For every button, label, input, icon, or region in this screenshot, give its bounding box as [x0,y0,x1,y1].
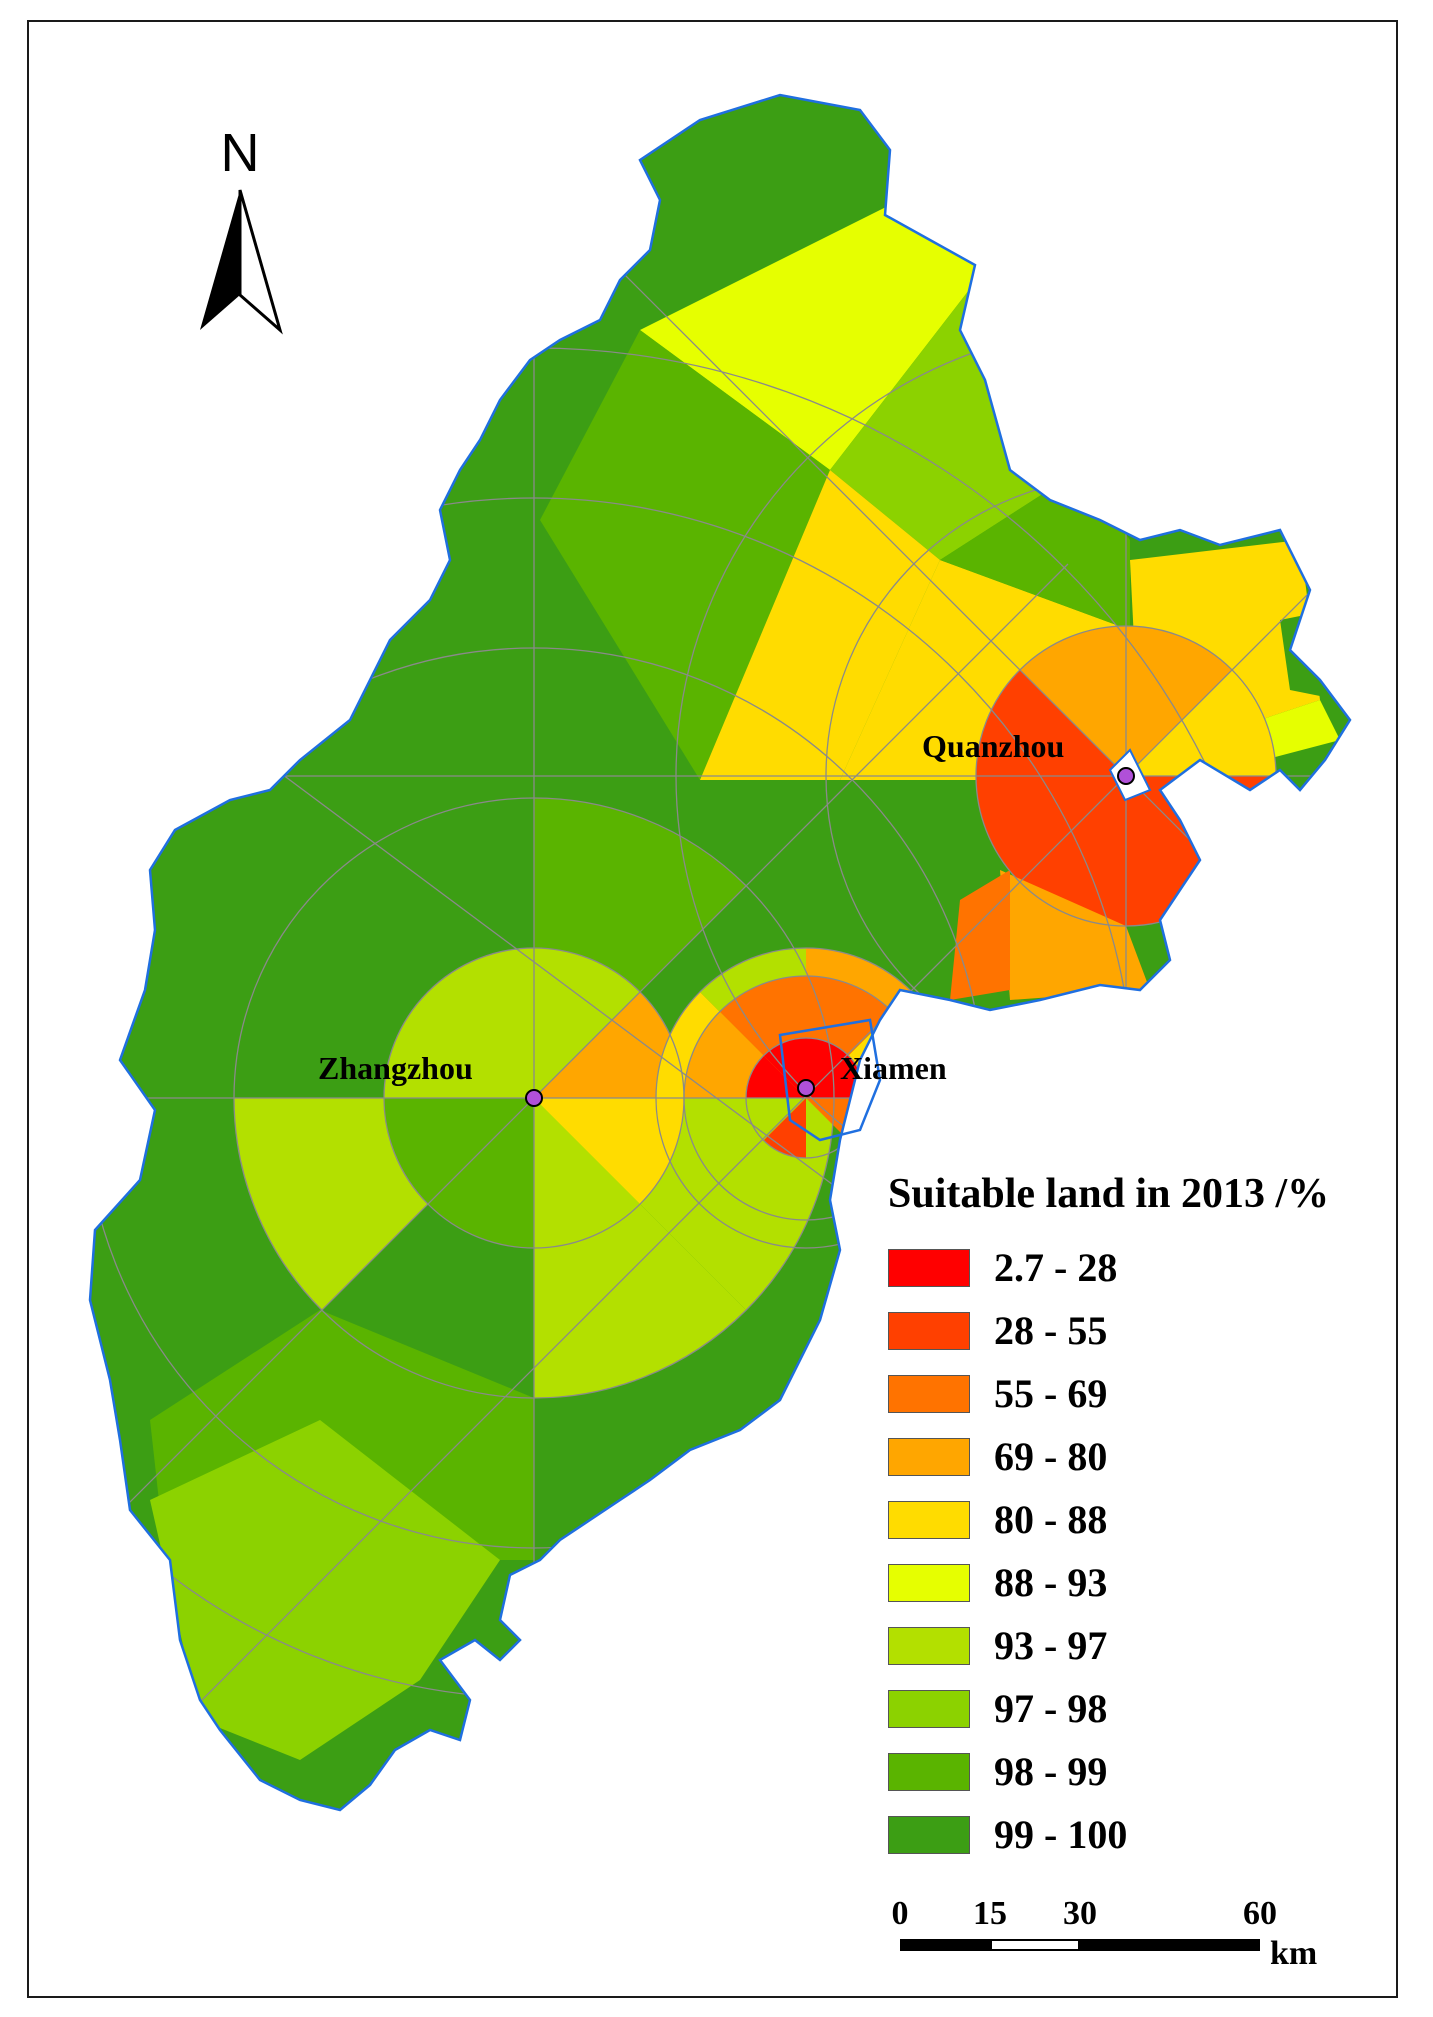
legend-label: 55 - 69 [994,1371,1108,1416]
legend-swatch [888,1689,970,1728]
legend-label: 2.7 - 28 [994,1245,1118,1290]
legend-item: 80 - 88 [888,1488,1388,1551]
scale-tick-30: 30 [1063,1895,1097,1932]
legend-swatch [888,1815,970,1854]
legend-label: 88 - 93 [994,1560,1108,1605]
city-marker-quanzhou [1117,767,1135,785]
scale-unit: km [1270,1935,1318,1972]
scale-segment-30-60 [1080,1939,1260,1951]
scale-bar: 0 15 30 60 km [890,1895,1340,1975]
north-arrow [200,189,283,335]
city-label-xiamen: Xiamen [840,1050,947,1086]
legend-swatch [888,1500,970,1539]
legend-label: 98 - 99 [994,1749,1108,1794]
legend-label: 97 - 98 [994,1686,1108,1731]
legend-item: 55 - 69 [888,1362,1388,1425]
scale-tick-15: 15 [973,1895,1007,1932]
legend-item: 97 - 98 [888,1677,1388,1740]
legend-swatch [888,1374,970,1413]
city-marker-zhangzhou [525,1089,543,1107]
legend-swatch [888,1437,970,1476]
legend-swatch [888,1248,970,1287]
city-markers [525,767,1135,1107]
scale-segment-15-30 [990,1939,1080,1951]
legend-label: 28 - 55 [994,1308,1108,1353]
legend-rows: 2.7 - 28 28 - 55 55 - 69 69 - 80 80 - 88 88 -… [888,1236,1388,1866]
legend: Suitable land in 2013 /% 2.7 - 28 28 - 55… [888,1170,1388,1866]
legend-swatch [888,1563,970,1602]
legend-item: 2.7 - 28 [888,1236,1388,1299]
legend-item: 88 - 93 [888,1551,1388,1614]
legend-swatch [888,1626,970,1665]
legend-title: Suitable land in 2013 /% [888,1171,1330,1217]
legend-label: 69 - 80 [994,1434,1108,1479]
scale-tick-0: 0 [891,1895,909,1932]
legend-item: 28 - 55 [888,1299,1388,1362]
legend-label: 99 - 100 [994,1812,1128,1857]
xiamen-island-outline [778,1018,882,1142]
city-label-quanzhou: Quanzhou [922,728,1065,764]
legend-swatch [888,1752,970,1791]
legend-item: 69 - 80 [888,1425,1388,1488]
legend-item: 93 - 97 [888,1614,1388,1677]
north-arrow-dark-half [200,190,240,330]
north-label: N [220,123,260,183]
legend-swatch [888,1311,970,1350]
legend-item: 98 - 99 [888,1740,1388,1803]
north-arrow-light-half [238,189,283,335]
scale-segment-0-15 [900,1939,990,1951]
scale-tick-60: 60 [1243,1895,1277,1932]
legend-label: 93 - 97 [994,1623,1108,1668]
city-label-zhangzhou: Zhangzhou [318,1050,473,1086]
city-marker-xiamen [797,1079,815,1097]
legend-label: 80 - 88 [994,1497,1108,1542]
legend-item: 99 - 100 [888,1803,1388,1866]
